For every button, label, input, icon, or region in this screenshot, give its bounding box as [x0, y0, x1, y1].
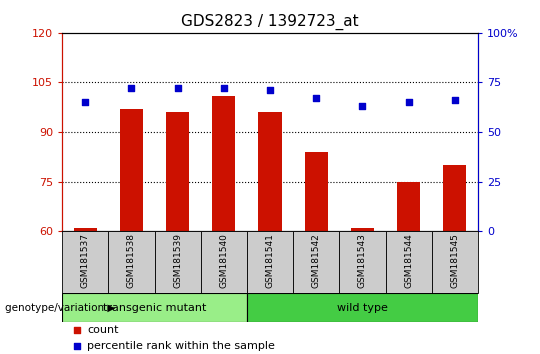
Text: GSM181543: GSM181543: [358, 233, 367, 288]
Point: [173, 86, 182, 91]
Bar: [247, 231, 293, 293]
Point: [72, 327, 81, 333]
Bar: [386, 231, 431, 293]
Text: count: count: [87, 325, 119, 335]
Text: percentile rank within the sample: percentile rank within the sample: [87, 341, 275, 351]
Bar: [305, 152, 328, 231]
Text: GSM181545: GSM181545: [450, 233, 460, 288]
Text: GSM181539: GSM181539: [173, 233, 182, 288]
Bar: [212, 96, 235, 231]
Text: wild type: wild type: [337, 303, 388, 313]
Point: [72, 343, 81, 349]
Point: [266, 87, 274, 93]
Bar: [120, 109, 143, 231]
Text: GSM181544: GSM181544: [404, 233, 413, 288]
Bar: [62, 231, 109, 293]
Point: [81, 99, 90, 105]
Point: [312, 96, 321, 101]
Text: transgenic mutant: transgenic mutant: [103, 303, 206, 313]
Bar: [73, 228, 97, 231]
Text: GSM181540: GSM181540: [219, 233, 228, 288]
Text: GSM181542: GSM181542: [312, 233, 321, 288]
Point: [404, 99, 413, 105]
Bar: [293, 231, 339, 293]
Bar: [154, 231, 201, 293]
Text: genotype/variation ▶: genotype/variation ▶: [5, 303, 116, 313]
Point: [219, 86, 228, 91]
Bar: [62, 293, 247, 322]
Point: [358, 103, 367, 109]
Point: [127, 86, 136, 91]
Title: GDS2823 / 1392723_at: GDS2823 / 1392723_at: [181, 14, 359, 30]
Point: [450, 97, 459, 103]
Text: GSM181541: GSM181541: [266, 233, 274, 288]
Bar: [247, 293, 478, 322]
Text: GSM181538: GSM181538: [127, 233, 136, 288]
Bar: [397, 182, 420, 231]
Bar: [166, 112, 189, 231]
Bar: [109, 231, 154, 293]
Bar: [339, 231, 386, 293]
Bar: [431, 231, 478, 293]
Bar: [351, 228, 374, 231]
Bar: [443, 165, 467, 231]
Text: GSM181537: GSM181537: [80, 233, 90, 288]
Bar: [259, 112, 281, 231]
Bar: [201, 231, 247, 293]
